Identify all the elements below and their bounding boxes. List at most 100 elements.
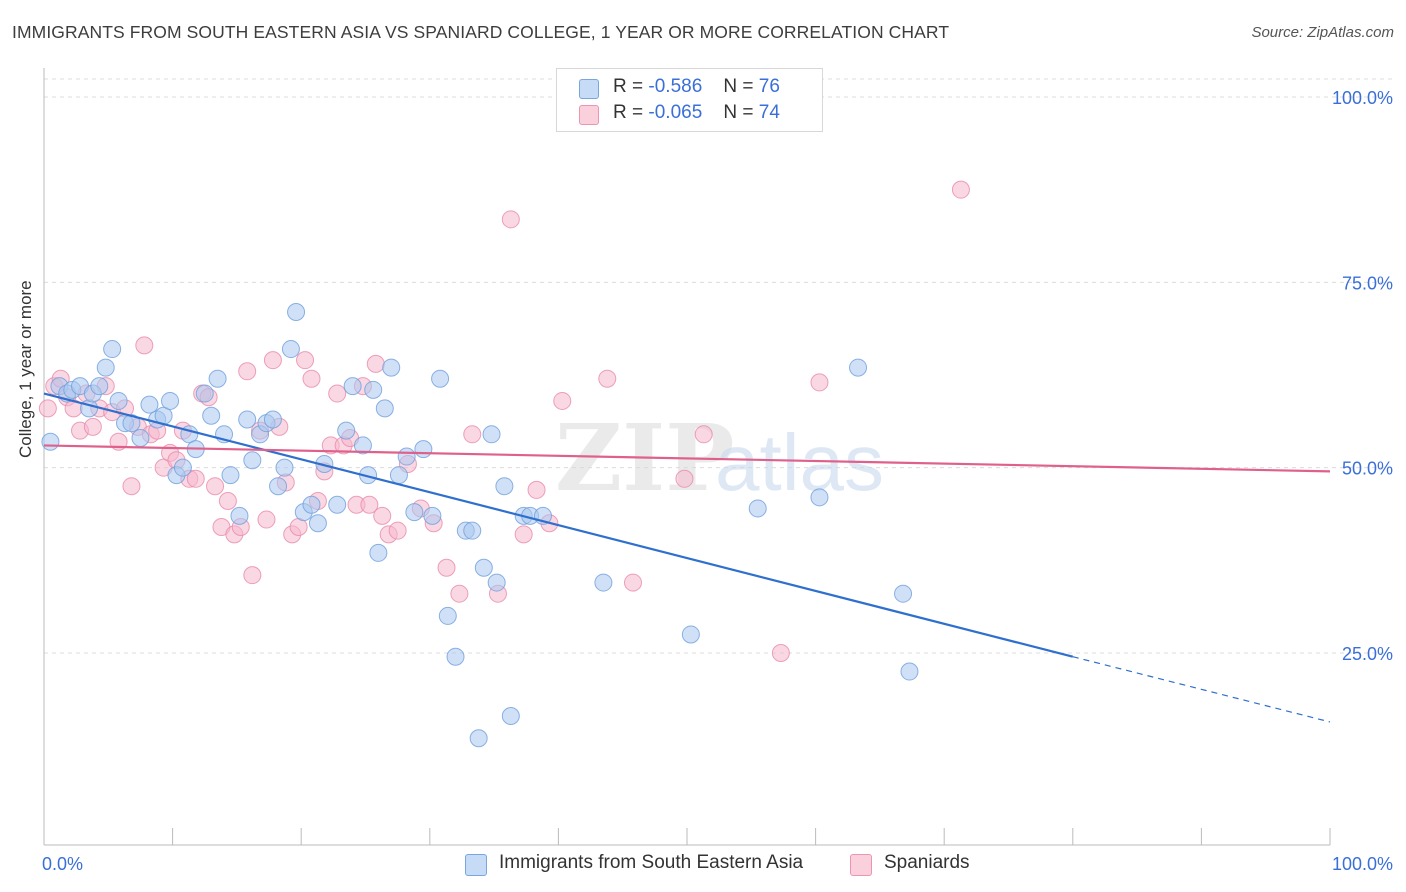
data-point (328, 384, 347, 403)
data-point (122, 477, 141, 496)
data-point (202, 406, 221, 425)
data-point (131, 429, 150, 448)
r-value: -0.065 (648, 102, 703, 123)
n-label: N = (723, 102, 754, 123)
trendlines (43, 392, 1331, 723)
data-point (308, 514, 327, 533)
data-point (238, 362, 257, 381)
data-point (257, 510, 276, 529)
data-point (41, 432, 60, 451)
data-point (337, 421, 356, 440)
data-point (230, 506, 249, 525)
data-point (328, 495, 347, 514)
trendline-spaniards (43, 444, 1331, 473)
data-point (405, 503, 424, 522)
tick-labels: 25.0% 50.0% 75.0% 100.0% 0.0% 100.0% (42, 88, 1393, 874)
data-point (140, 395, 159, 414)
data-point (263, 351, 282, 370)
n-value: 76 (758, 76, 780, 97)
data-point (501, 707, 520, 726)
data-point (208, 369, 227, 388)
data-point (135, 336, 154, 355)
legend-swatch-blue (465, 854, 487, 876)
data-point (623, 573, 642, 592)
x-tick-label: 0.0% (42, 854, 83, 874)
data-point (161, 391, 180, 410)
data-point (195, 384, 214, 403)
r-label: R = (613, 102, 644, 123)
data-point (275, 458, 294, 477)
data-point (598, 369, 617, 388)
data-point (243, 451, 262, 470)
data-point (173, 458, 192, 477)
data-point (221, 466, 240, 485)
data-point (487, 573, 506, 592)
data-point (501, 210, 520, 229)
data-point (810, 373, 829, 392)
data-point (951, 180, 970, 199)
data-point (495, 477, 514, 496)
data-point (238, 410, 257, 429)
data-point (594, 573, 613, 592)
data-point (281, 340, 300, 359)
data-point (388, 521, 407, 540)
data-point (527, 480, 546, 499)
data-point (90, 377, 109, 396)
n-label: N = (723, 76, 754, 97)
data-point (900, 662, 919, 681)
trendline-immigrants (43, 392, 1074, 658)
legend-swatch-pink (579, 105, 599, 125)
data-point (514, 525, 533, 544)
data-point (389, 466, 408, 485)
trendline-immigrants-extension (1072, 656, 1331, 723)
data-point (287, 302, 306, 321)
x-tick-label: 100.0% (1332, 854, 1393, 874)
data-point (694, 425, 713, 444)
correlation-legend: R = -0.586 N = 76 R = -0.065 N = 74 (556, 68, 823, 132)
data-point (360, 495, 379, 514)
data-point (302, 369, 321, 388)
data-point (269, 477, 288, 496)
data-point (38, 399, 57, 418)
y-axis-label: College, 1 year or more (16, 280, 35, 458)
data-point (206, 477, 225, 496)
data-point (414, 440, 433, 459)
r-label: R = (613, 76, 644, 97)
data-point (681, 625, 700, 644)
n-value: 74 (758, 102, 780, 123)
data-point (353, 436, 372, 455)
data-point (397, 447, 416, 466)
data-point (109, 391, 128, 410)
immigrants-points (41, 302, 919, 748)
data-point (771, 644, 790, 662)
data-point (463, 521, 482, 540)
data-point (431, 369, 450, 388)
data-point (382, 358, 401, 377)
r-value: -0.586 (648, 76, 703, 97)
y-tick-label: 50.0% (1342, 459, 1393, 479)
data-point (894, 584, 913, 603)
legend-swatch-blue (579, 79, 599, 99)
data-point (302, 495, 321, 514)
data-point (375, 399, 394, 418)
legend-label: Immigrants from South Eastern Asia (499, 852, 804, 873)
data-point (218, 492, 237, 511)
data-point (675, 469, 694, 488)
data-point (83, 417, 102, 436)
data-point (450, 584, 469, 603)
chart-title: IMMIGRANTS FROM SOUTH EASTERN ASIA VS SP… (12, 22, 950, 42)
data-point (369, 543, 388, 562)
data-point (186, 469, 205, 488)
data-point (96, 358, 115, 377)
data-point (296, 351, 315, 370)
data-point (446, 647, 465, 666)
y-tick-label: 75.0% (1342, 273, 1393, 293)
data-point (122, 414, 141, 433)
legend-swatch-pink (850, 854, 872, 876)
data-point (423, 506, 442, 525)
data-point (437, 558, 456, 577)
data-point (748, 499, 767, 518)
data-point (469, 729, 488, 748)
data-point (103, 340, 122, 359)
